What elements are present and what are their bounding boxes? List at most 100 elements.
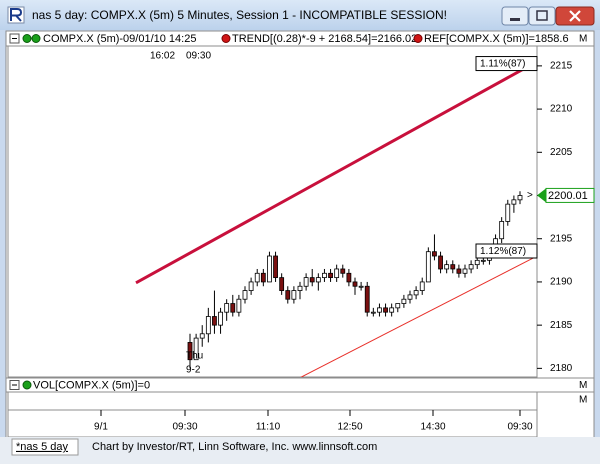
- candle-body: [322, 272, 327, 279]
- last-price-pointer: >: [527, 190, 533, 201]
- minimize-button[interactable]: [501, 6, 529, 26]
- candle-body: [358, 285, 364, 288]
- legend-item: COMPX.X (5m)-09/01/10 14:25: [43, 33, 196, 45]
- time-info: 09:30: [186, 51, 211, 62]
- volume-label: VOL[COMPX.X (5m)]=0: [33, 379, 150, 391]
- candle-body: [309, 277, 315, 283]
- candle-body: [254, 272, 260, 283]
- legend-dot: [413, 34, 423, 43]
- candle-body: [285, 290, 291, 300]
- pane-menu-button[interactable]: M: [579, 395, 587, 406]
- candle-body: [291, 290, 297, 300]
- candle-body: [187, 342, 193, 361]
- legend-item: TREND[(0.28)*-9 + 2168.54]=2166.02: [232, 33, 417, 45]
- candle-body: [444, 264, 450, 270]
- candle-body: [248, 281, 254, 291]
- legend-dot: [221, 34, 231, 43]
- y-tick-label: 2205: [550, 147, 573, 158]
- candle-body: [212, 316, 217, 326]
- x-tick-label: 9/1: [94, 422, 108, 433]
- candle-body: [218, 311, 223, 326]
- credit: Chart by Investor/RT, Linn Software, Inc…: [92, 441, 377, 453]
- title-bar: [0, 0, 600, 30]
- candle-body: [273, 255, 278, 279]
- candle-body: [438, 255, 443, 270]
- y-tick-label: 2210: [550, 104, 573, 115]
- candle-body: [450, 264, 456, 270]
- candle-body: [407, 294, 413, 300]
- legend-dot: [22, 34, 32, 43]
- app-icon-glyph: [10, 8, 23, 22]
- candle-body: [352, 281, 358, 287]
- x-tick-label: 09:30: [507, 422, 532, 433]
- trend-line: [135, 60, 537, 285]
- x-tick-label: 11:10: [256, 422, 281, 433]
- close-glyph: [569, 10, 581, 22]
- legend-dot: [31, 34, 41, 43]
- candle-body: [199, 333, 205, 339]
- candle-body: [389, 307, 395, 313]
- candle-body: [413, 290, 419, 296]
- candle-body: [456, 268, 462, 274]
- tab[interactable]: [11, 438, 79, 456]
- time-info: 16:02: [150, 51, 175, 62]
- legend-item: REF[COMPX.X (5m)]=1858.6: [424, 33, 569, 45]
- session-label: 9-2: [186, 365, 201, 376]
- x-tick-label: 12:50: [337, 422, 362, 433]
- candle-body: [370, 311, 376, 314]
- candle-body: [279, 277, 285, 291]
- candle-body: [480, 259, 486, 262]
- tab-label[interactable]: *nas 5 day: [16, 441, 68, 453]
- candle-body: [395, 303, 401, 309]
- candle-body: [517, 195, 523, 201]
- candle-body: [236, 298, 242, 313]
- x-tick-label: 14:30: [420, 422, 445, 433]
- y-tick-label: 2215: [550, 61, 573, 72]
- candle-body: [511, 199, 517, 205]
- last-price-box: [545, 187, 595, 203]
- session-label: Thu: [186, 351, 203, 362]
- candle-body: [505, 203, 511, 222]
- candle-body: [267, 255, 272, 283]
- candle-body: [499, 221, 505, 240]
- candle-body: [432, 251, 437, 257]
- time-axis: [7, 409, 538, 438]
- candle-body: [328, 272, 333, 279]
- status-bar: [0, 437, 600, 464]
- candle-body: [425, 251, 431, 283]
- trend-line: [300, 255, 537, 377]
- minimize-glyph: [510, 18, 520, 21]
- annotation-box: [475, 243, 538, 259]
- candle-body: [462, 268, 468, 274]
- candle-body: [303, 277, 309, 287]
- annotation: 1.11%(87): [480, 59, 525, 70]
- pane-menu-button[interactable]: M: [579, 380, 587, 391]
- candle-body: [260, 272, 266, 283]
- window-title: nas 5 day: COMPX.X (5m) 5 Minutes, Sessi…: [32, 8, 447, 22]
- candle-body: [297, 285, 303, 291]
- last-price-label: 2200.01: [548, 190, 588, 202]
- annotation: 1.12%(87): [480, 246, 526, 257]
- candle-body: [474, 259, 480, 266]
- y-tick-label: 2185: [550, 320, 573, 331]
- plot-area: [7, 45, 538, 378]
- candle-body: [383, 307, 388, 313]
- candle-body: [468, 264, 474, 270]
- y-tick-label: 2190: [550, 277, 573, 288]
- candle-body: [230, 303, 236, 313]
- candle-body: [401, 298, 407, 304]
- volume-pane: [7, 391, 538, 411]
- candle-body: [315, 277, 321, 283]
- y-tick-label: 2180: [550, 363, 573, 374]
- candle-body: [205, 316, 211, 335]
- pane-menu-button[interactable]: M: [579, 34, 587, 45]
- candle-body: [377, 307, 382, 313]
- candle-body: [334, 268, 340, 279]
- candle-body: [193, 337, 199, 361]
- maximize-button[interactable]: [528, 6, 556, 26]
- candle-body: [242, 290, 248, 300]
- candle-body: [224, 303, 230, 313]
- candle-body: [340, 268, 346, 274]
